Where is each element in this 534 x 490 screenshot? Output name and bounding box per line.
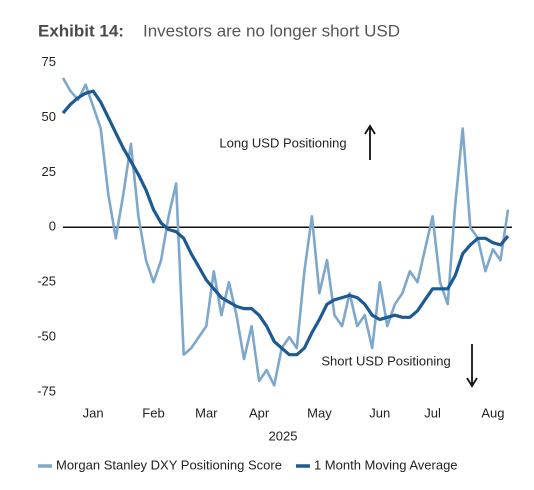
line-series [61, 89, 510, 357]
annotation: Long USD Positioning [219, 135, 346, 150]
y-tick-label: -50 [37, 329, 56, 344]
x-tick-label: May [307, 405, 332, 420]
x-tick-label: Jul [424, 405, 441, 420]
y-tick-label: 0 [49, 219, 56, 234]
x-tick-label: Jan [83, 405, 104, 420]
x-tick-label: Feb [142, 405, 164, 420]
y-tick-label: -25 [37, 274, 56, 289]
x-tick-label: Aug [481, 405, 504, 420]
legend-label: 1 Month Moving Average [314, 457, 458, 472]
y-tick-label: 50 [42, 109, 56, 124]
line-series [61, 77, 510, 387]
x-tick-label: Apr [249, 405, 270, 420]
arrow-head [364, 124, 376, 135]
chart-title: Exhibit 14: [38, 21, 124, 40]
x-axis-label: 2025 [269, 428, 298, 443]
x-tick-label: Mar [195, 405, 218, 420]
y-tick-label: 25 [42, 164, 56, 179]
arrow-head [466, 377, 478, 388]
chart-subtitle: Investors are no longer short USD [143, 21, 400, 40]
x-tick-label: Jun [369, 405, 390, 420]
annotation: Short USD Positioning [321, 353, 450, 368]
legend-label: Morgan Stanley DXY Positioning Score [56, 457, 282, 472]
y-tick-label: 75 [42, 54, 56, 69]
y-tick-label: -75 [37, 383, 56, 398]
